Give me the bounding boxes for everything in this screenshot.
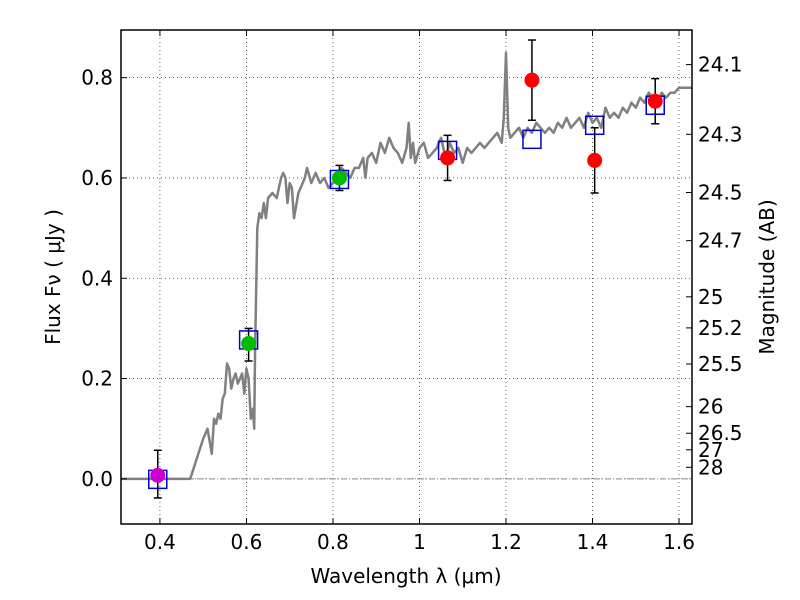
photometry-point: [150, 467, 166, 483]
y-tick-label: 0.4: [81, 266, 113, 290]
photometry-point: [647, 93, 663, 109]
x-tick-label: 1.6: [663, 530, 695, 554]
y2-tick-label: 28: [698, 455, 723, 479]
y2-tick-label: 25.5: [698, 352, 743, 376]
y2-tick-label: 25: [698, 285, 723, 309]
x-axis-ticks: 0.4 0.6 0.8 1 1.2 1.4 1.6: [144, 30, 695, 554]
sed-model-curve: [121, 51, 692, 481]
x-tick-label: 1: [413, 530, 426, 554]
x-tick-label: 1.4: [577, 530, 609, 554]
x-tick-label: 0.4: [144, 530, 176, 554]
sed-model-curve-group: [121, 51, 692, 481]
photometry-point: [524, 72, 540, 88]
x-axis-label: Wavelength λ (μm): [310, 564, 501, 588]
y2-tick-label: 24.3: [698, 122, 743, 146]
model-band-square: [584, 115, 605, 136]
photometry-point: [241, 335, 257, 351]
photometry-point: [587, 152, 603, 168]
model-band-square: [522, 129, 542, 150]
x-tick-label: 0.6: [231, 530, 263, 554]
y-axis-ticks: 0.0 0.2 0.4 0.6 0.8: [81, 66, 127, 491]
x-tick-label: 1.2: [490, 530, 522, 554]
photometry-markers: [148, 72, 665, 490]
y2-tick-label: 24.7: [698, 229, 743, 253]
y-tick-label: 0.0: [81, 467, 113, 491]
y2-tick-label: 25.2: [698, 316, 743, 340]
photometry-point: [440, 150, 456, 166]
y2-tick-label: 24.1: [698, 53, 743, 77]
y-tick-label: 0.8: [81, 66, 113, 90]
y-tick-label: 0.2: [81, 367, 113, 391]
y-axis-label: Flux Fν ( μJy ): [41, 209, 65, 345]
plot-area: [121, 30, 692, 524]
plot-frame: [120, 29, 693, 525]
photometry-point: [331, 170, 347, 186]
y2-tick-label: 26.5: [698, 421, 743, 445]
y-tick-label: 0.6: [81, 166, 113, 190]
y2-tick-label: 27: [698, 438, 723, 462]
x-tick-label: 0.8: [317, 530, 349, 554]
y2-tick-label: 24.5: [698, 180, 743, 204]
y2-tick-label: 26: [698, 395, 723, 419]
y2-axis-label: Magnitude (AB): [755, 199, 779, 354]
